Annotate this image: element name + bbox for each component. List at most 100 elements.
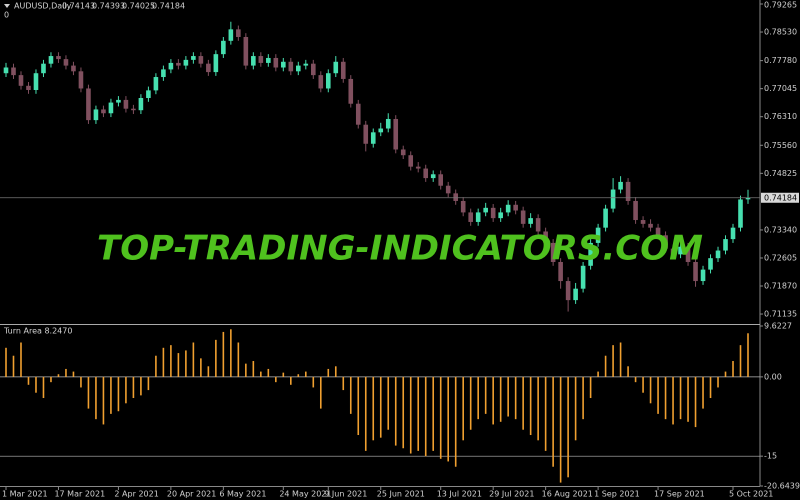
- histogram-bar: [739, 345, 742, 377]
- histogram-bar: [694, 376, 697, 428]
- candle-body: [640, 220, 646, 224]
- candle-body: [490, 207, 496, 219]
- candle-body: [528, 218, 533, 224]
- histogram-bar: [702, 376, 704, 409]
- histogram-bar: [544, 376, 547, 451]
- candle-body: [123, 99, 129, 109]
- histogram-bar: [327, 368, 330, 377]
- y-tick-label: 0.75560: [764, 141, 797, 150]
- histogram-bar: [50, 376, 52, 383]
- candle-body: [355, 103, 361, 125]
- histogram-bar: [282, 372, 285, 377]
- candle-body: [603, 208, 608, 228]
- histogram-bar: [477, 376, 479, 420]
- histogram-bar: [5, 347, 7, 377]
- histogram-bar: [649, 376, 652, 404]
- candle-body: [161, 69, 166, 78]
- candle-body: [153, 77, 159, 91]
- candle-body: [700, 269, 706, 282]
- histogram-bar: [672, 376, 674, 425]
- candle-body: [460, 200, 466, 213]
- histogram-bar: [177, 353, 180, 377]
- histogram-bar: [155, 355, 157, 377]
- current-price-box: [761, 192, 799, 203]
- candle-body: [340, 61, 346, 79]
- current-price-label: 0.74184: [764, 193, 797, 202]
- candle-body: [243, 36, 249, 66]
- histogram-bar: [717, 376, 719, 388]
- candle-body: [685, 246, 691, 262]
- candle-body: [296, 65, 301, 72]
- histogram-bar: [87, 376, 90, 409]
- histogram-bar: [552, 376, 554, 467]
- y-tick-label: -15: [764, 452, 777, 461]
- header-close: 0.74184: [152, 2, 185, 11]
- histogram-bar: [529, 376, 532, 436]
- candle-body: [221, 40, 226, 55]
- candle-body: [33, 73, 39, 90]
- candle-body: [3, 67, 9, 74]
- y-tick-label: 0.71135: [764, 310, 797, 319]
- histogram-bar: [747, 333, 749, 377]
- candle-body: [191, 56, 196, 60]
- histogram-bar: [409, 376, 412, 454]
- candle-body: [633, 200, 638, 221]
- histogram-bar: [215, 339, 217, 377]
- histogram-bar: [514, 376, 517, 420]
- candle-body: [363, 124, 369, 144]
- histogram-bar: [597, 371, 599, 377]
- indicator-title: Turn Area 8.2470: [3, 327, 72, 336]
- histogram-bar: [567, 376, 569, 478]
- histogram-bar: [147, 376, 150, 391]
- candle-body: [573, 288, 578, 301]
- histogram-bar: [604, 355, 607, 377]
- candle-body: [588, 242, 593, 266]
- histogram-bar: [522, 376, 524, 430]
- histogram-bar: [732, 361, 734, 377]
- histogram-bar: [349, 376, 352, 414]
- candle-body: [543, 231, 548, 243]
- histogram-bar: [222, 331, 225, 377]
- y-tick-label: 0.76310: [764, 112, 797, 121]
- histogram-bar: [642, 376, 644, 393]
- histogram-bar: [709, 376, 712, 399]
- candle-body: [378, 128, 384, 133]
- x-tick-label: 17 Mar 2021: [54, 490, 105, 499]
- histogram-bar: [80, 376, 82, 388]
- candle-body: [236, 29, 241, 37]
- histogram-bar: [72, 371, 75, 377]
- histogram-bar: [364, 376, 367, 451]
- candle-body: [325, 73, 331, 89]
- sub-label: 0: [4, 11, 9, 20]
- candle-body: [445, 185, 451, 194]
- candle-body: [453, 193, 458, 201]
- y-tick-label: 0.77045: [764, 84, 797, 93]
- y-tick-label: 0.72605: [764, 253, 797, 262]
- candle-body: [520, 210, 526, 224]
- histogram-bar: [35, 376, 37, 393]
- candle-body: [258, 56, 264, 63]
- histogram-bar: [102, 376, 105, 425]
- candle-body: [400, 149, 406, 156]
- histogram-bar: [499, 376, 502, 422]
- histogram-bar: [304, 371, 307, 377]
- candle-body: [63, 59, 69, 66]
- candle-body: [498, 212, 503, 219]
- y-tick-label: -20.6439: [764, 482, 800, 491]
- x-tick-label: 16 Aug 2021: [542, 490, 593, 499]
- candle-body: [198, 56, 204, 64]
- candle-body: [535, 218, 541, 232]
- y-tick-label: 0.00: [764, 372, 782, 381]
- candle-body: [228, 29, 234, 41]
- histogram-bar: [619, 342, 622, 377]
- histogram-bar: [207, 366, 210, 377]
- candle-body: [430, 174, 436, 179]
- x-tick-label: 1 Sep 2021: [594, 490, 640, 499]
- histogram-bar: [192, 342, 195, 377]
- candle-body: [138, 98, 144, 111]
- candle-body: [318, 75, 324, 89]
- histogram-bar: [334, 366, 337, 377]
- candle-body: [71, 65, 76, 72]
- histogram-bar: [170, 345, 172, 377]
- watermark: TOP-TRADING-INDICATORS.COM: [97, 229, 703, 269]
